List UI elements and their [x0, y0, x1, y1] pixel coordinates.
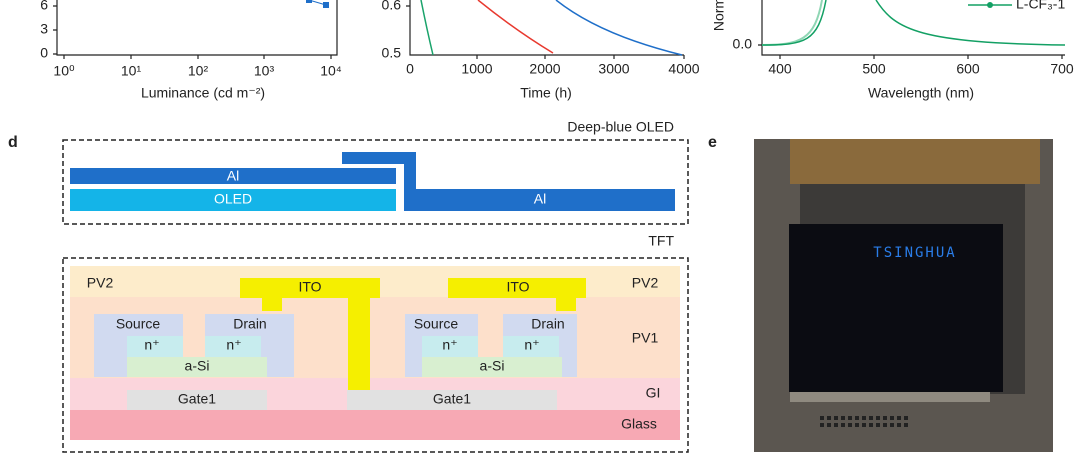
legend-marker — [987, 2, 993, 8]
al-layer — [70, 168, 396, 184]
gate — [347, 390, 557, 410]
oled-layer — [70, 189, 396, 211]
curve — [308, 0, 327, 6]
curve — [477, 0, 554, 54]
layer-label: Gate1 — [178, 391, 216, 407]
x-axis-label: Wavelength (nm) — [868, 85, 974, 101]
curve — [555, 0, 683, 56]
layer-label: n⁺ — [442, 337, 457, 353]
al-layer — [342, 152, 675, 211]
display — [789, 224, 1003, 392]
panel-d: d Deep-blue OLED Al OLED Al TFT PV2 PV2 … — [8, 119, 689, 453]
x-axis-label: Time (h) — [520, 85, 572, 101]
tft-title: TFT — [648, 233, 674, 249]
x-tick-label: 3000 — [598, 61, 629, 77]
layer-label: ITO — [298, 279, 321, 295]
layer-label: n⁺ — [144, 337, 159, 353]
x-tick-label: 10⁰ — [53, 63, 75, 79]
y-tick-label: 0.6 — [382, 0, 402, 13]
y-tick-label: 0.5 — [382, 45, 402, 61]
x-tick-label: 1000 — [461, 61, 492, 77]
x-tick-label: 2000 — [529, 61, 560, 77]
n-plus — [205, 336, 261, 357]
layer-label: GI — [646, 385, 661, 401]
layer-label: Gate1 — [433, 391, 471, 407]
oled-box — [62, 139, 689, 225]
legend-label: L-CF₃-1 — [1016, 0, 1065, 12]
y-axis-label: Norm — [711, 0, 727, 31]
layer-label: ITO — [506, 279, 529, 295]
layer-label: Source — [116, 316, 161, 332]
layer-label: Drain — [233, 316, 266, 332]
x-tick-label: 10³ — [254, 63, 275, 79]
panel-a: 6 3 0 10⁰ 10¹ 10² 10³ 10⁴ Luminance (cd … — [40, 0, 342, 101]
tft-box — [62, 257, 689, 453]
curve — [420, 0, 434, 56]
ticks — [758, 44, 1063, 59]
axes — [409, 0, 684, 56]
ito — [448, 278, 586, 311]
axes — [56, 0, 338, 56]
x-tick-label: 10¹ — [121, 63, 142, 79]
pins — [820, 416, 910, 427]
gate — [127, 390, 267, 410]
y-tick-label: 0 — [40, 45, 48, 61]
marker — [306, 0, 312, 3]
glass-layer — [70, 410, 680, 440]
layer-label: Al — [227, 168, 239, 184]
x-tick-label: 600 — [956, 61, 980, 77]
layer-label: a-Si — [185, 358, 210, 374]
a-si — [422, 357, 562, 377]
layer-label: n⁺ — [524, 337, 539, 353]
x-tick-label: 400 — [768, 61, 792, 77]
ito — [240, 278, 380, 390]
y-tick-label: 6 — [40, 0, 48, 13]
panel-c: Norm 0.0 400 500 600 700 Wavelength (nm)… — [711, 0, 1074, 101]
n-plus — [422, 336, 478, 357]
a-si — [127, 357, 267, 377]
axes — [761, 0, 1065, 56]
layer-label: Al — [534, 191, 546, 207]
panel-b: 0.6 0.5 0 1000 2000 3000 4000 Time (h) — [382, 0, 700, 101]
panel-label: e — [708, 134, 717, 151]
panel-label: d — [8, 134, 18, 151]
layer-label: Glass — [621, 416, 657, 432]
layer-label: PV1 — [632, 330, 659, 346]
substrate — [790, 392, 990, 402]
y-tick-label: 3 — [40, 21, 48, 37]
layer-label: PV2 — [87, 275, 114, 291]
x-tick-label: 500 — [862, 61, 886, 77]
layer-label: OLED — [214, 191, 252, 207]
layer-label: a-Si — [480, 358, 505, 374]
layer-label: PV2 — [632, 275, 659, 291]
oled-title: Deep-blue OLED — [567, 119, 674, 135]
n-plus — [127, 336, 183, 357]
ticks — [53, 5, 332, 59]
x-tick-label: 10² — [188, 63, 209, 79]
display-text: TSINGHUA — [873, 245, 956, 261]
ticks — [406, 5, 685, 59]
panel-e: e TSINGHUA — [708, 134, 1053, 452]
x-tick-label: 0 — [406, 61, 414, 77]
layer-label: Source — [414, 316, 459, 332]
layer-label: Drain — [531, 316, 564, 332]
n-plus — [503, 336, 559, 357]
x-tick-label: 4000 — [668, 61, 699, 77]
x-tick-label: 10⁴ — [320, 63, 342, 79]
layer-label: n⁺ — [226, 337, 241, 353]
x-tick-label: 700 — [1050, 61, 1074, 77]
x-axis-label: Luminance (cd m⁻²) — [141, 85, 265, 101]
y-tick-label: 0.0 — [733, 36, 753, 52]
curve — [761, 0, 1066, 46]
flex-cable — [790, 139, 1040, 184]
curve — [761, 0, 823, 46]
